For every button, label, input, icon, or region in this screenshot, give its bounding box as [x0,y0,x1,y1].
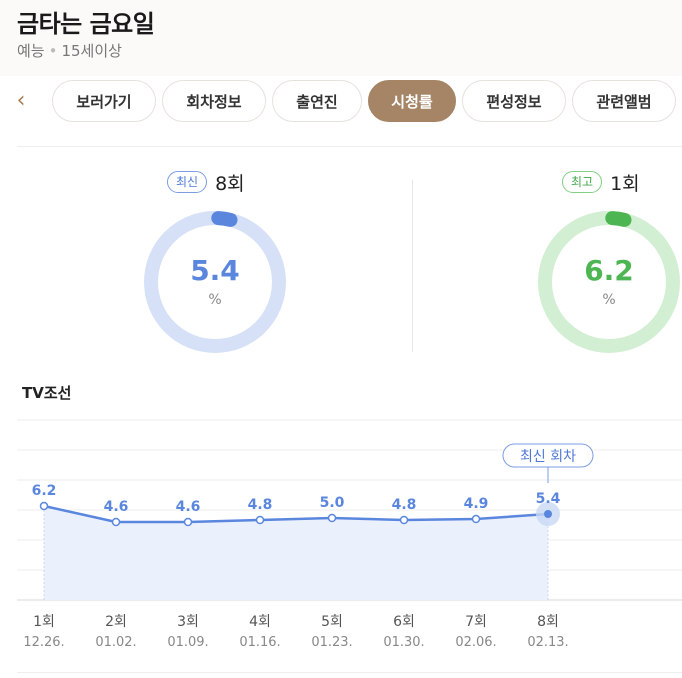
tab-watch[interactable]: 보러가기 [52,80,156,122]
data-point [183,517,193,527]
x-date-label: 01.16. [239,635,280,650]
channel-name: TV조선 [22,384,72,402]
data-point [327,513,337,523]
divider-vertical [412,180,413,352]
x-tick-label: 3회 [177,614,199,630]
separator-dot: • [48,42,58,60]
data-label: 4.8 [392,497,417,513]
data-label: 5.4 [536,491,561,507]
data-point [471,514,481,524]
tab-ratings[interactable]: 시청률 [368,80,456,122]
x-tick-label: 1회 [33,614,55,630]
divider [17,672,682,673]
tab-related-album[interactable]: 관련앨범 [572,80,676,122]
series-area [44,506,548,600]
data-point [111,517,121,527]
best-episode: 1회 [610,172,640,195]
latest-rating-unit: % [208,292,222,308]
x-date-label: 01.23. [311,635,352,650]
latest-badge: 최신 [167,171,208,193]
data-label: 4.6 [104,499,129,515]
best-rating-value: 6.2 [584,254,634,287]
latest-rating-ring: 5.4 % [142,209,288,355]
x-date-label: 01.09. [167,635,208,650]
data-point [399,515,409,525]
best-stat-header: 최고 1회 [562,168,640,196]
best-rating-unit: % [602,292,616,308]
x-date-label: 01.30. [383,635,424,650]
data-label: 4.8 [248,497,273,513]
data-label: 4.6 [176,499,201,515]
x-tick-label: 4회 [249,614,271,630]
age-rating: 15세이상 [61,42,122,60]
x-tick-label: 2회 [105,614,127,630]
best-badge: 최고 [562,171,603,193]
program-meta: 예능 • 15세이상 [17,40,122,61]
x-tick-label: 6회 [393,614,415,630]
data-label: 4.9 [464,496,489,512]
genre: 예능 [17,42,45,60]
data-point [544,510,552,518]
x-date-label: 01.02. [95,635,136,650]
tab-episode-info[interactable]: 회차정보 [162,80,266,122]
tab-cast[interactable]: 출연진 [272,80,362,122]
latest-stat-header: 최신 8회 [167,168,245,196]
x-date-label: 02.06. [455,635,496,650]
tab-bar: ‹ 보러가기 회차정보 출연진 시청률 편성정보 관련앨범 [0,80,682,124]
latest-rating-value: 5.4 [190,254,240,287]
best-rating-ring: 6.2 % [536,209,682,355]
x-date-label: 02.13. [527,635,568,650]
ratings-line-chart: 6.2 1회 12.26. 4.6 2회 01.02. 4.6 3회 01.09. 4.8 4회 01… [17,419,682,650]
x-tick-label: 5회 [321,614,343,630]
program-title: 금타는 금요일 [17,10,155,38]
x-tick-label: 8회 [537,614,559,630]
x-date-label: 12.26. [23,635,64,650]
x-tick-label: 7회 [465,614,487,630]
data-point [255,515,265,525]
chevron-left-icon[interactable]: ‹ [16,88,26,113]
callout-label: 최신 회차 [520,449,576,465]
data-point [39,501,49,511]
series-line [43,504,549,524]
divider [17,146,682,147]
tab-schedule[interactable]: 편성정보 [462,80,566,122]
best-ring-graphic [538,211,680,353]
latest-ring-progress [211,211,238,227]
latest-episode: 8회 [215,172,245,195]
header: 금타는 금요일 예능 • 15세이상 [0,0,682,76]
best-ring-progress [605,211,632,227]
data-label: 5.0 [320,495,345,511]
data-label: 6.2 [32,483,57,499]
latest-ring-graphic [144,211,286,353]
